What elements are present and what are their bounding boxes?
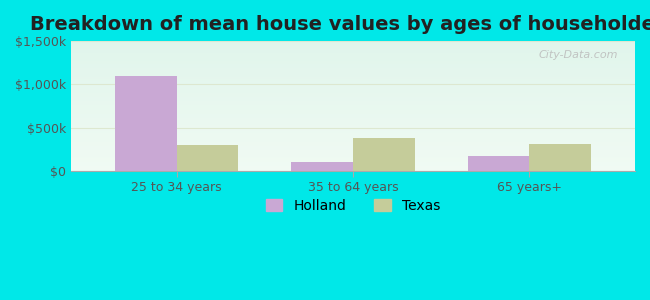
Bar: [291, 162, 353, 171]
Bar: [353, 139, 415, 171]
Bar: [529, 144, 591, 171]
Bar: [467, 156, 529, 171]
Title: Breakdown of mean house values by ages of householders: Breakdown of mean house values by ages o…: [30, 15, 650, 34]
Legend: Holland, Texas: Holland, Texas: [260, 194, 446, 218]
Text: City-Data.com: City-Data.com: [539, 50, 618, 60]
Bar: [115, 76, 177, 171]
Bar: [177, 145, 239, 171]
